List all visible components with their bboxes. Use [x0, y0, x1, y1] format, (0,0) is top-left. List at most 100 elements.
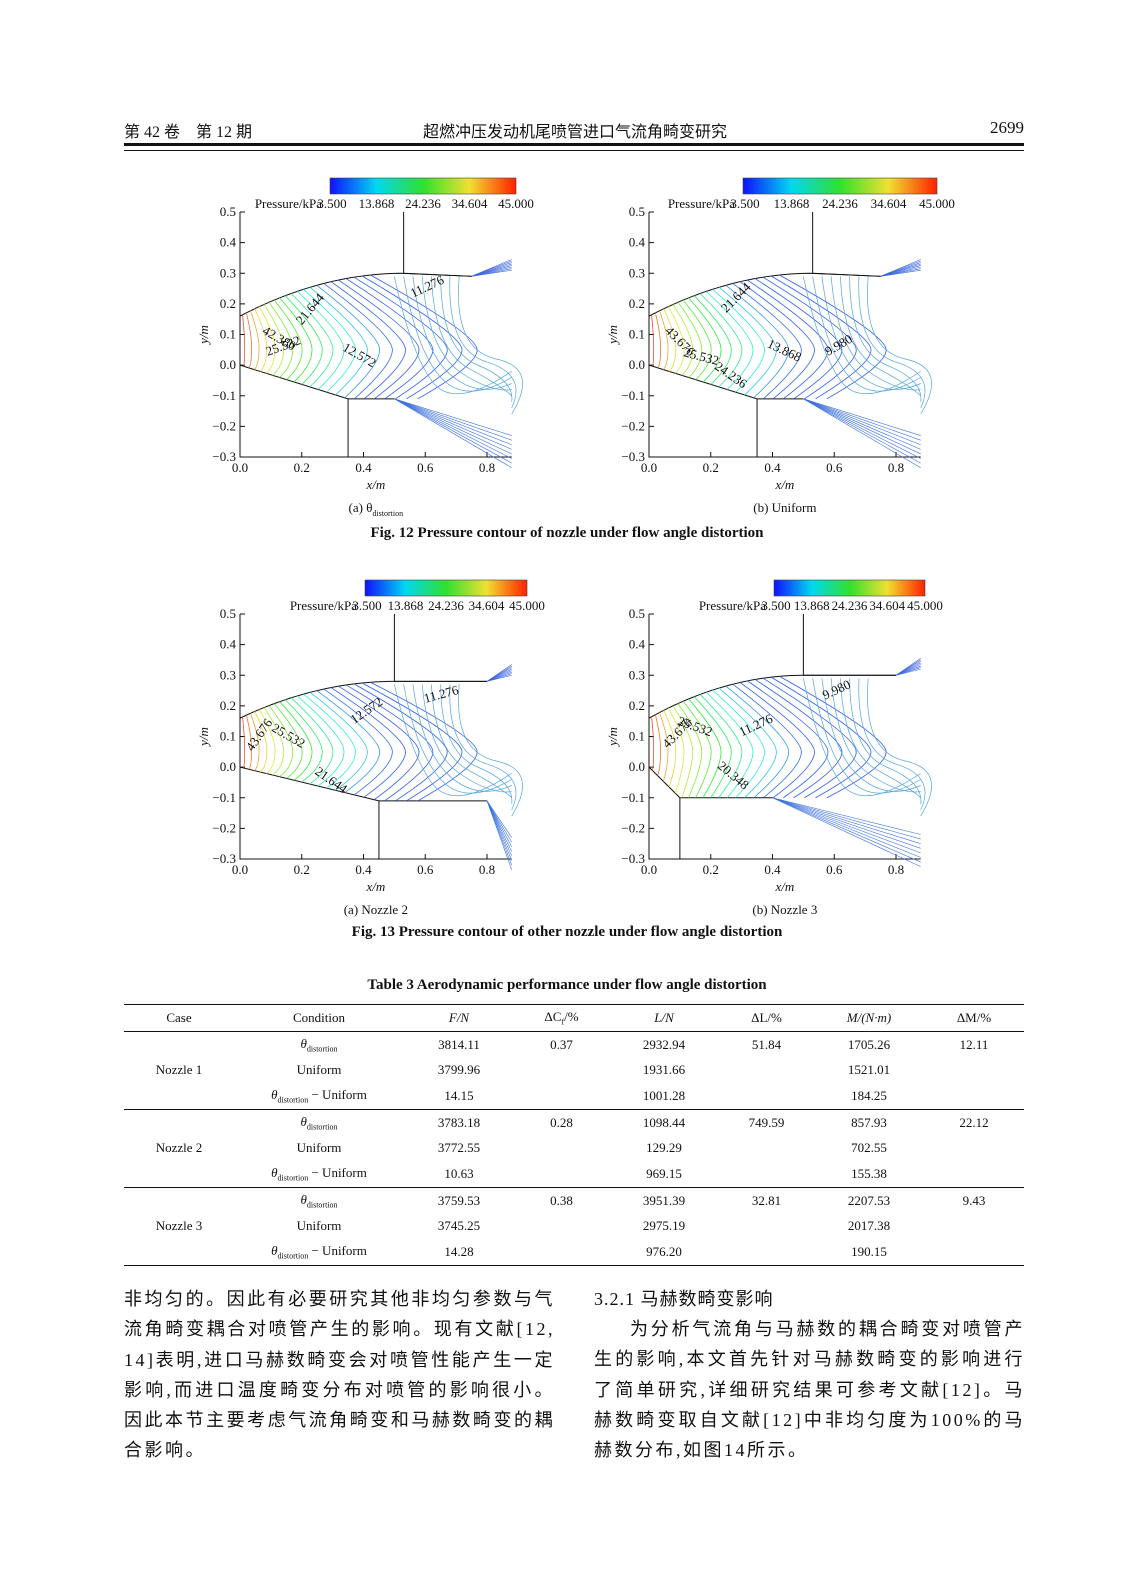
nozzle-wall: [239, 766, 487, 859]
x-tick-label: 0.6: [417, 460, 434, 475]
y-tick-label: 0.2: [629, 296, 645, 311]
table-cell: 2975.19: [642, 1218, 686, 1234]
x-tick-label: 0.2: [703, 460, 719, 475]
column-header: ΔM/%: [956, 1009, 992, 1025]
table-cell: 51.84: [751, 1036, 782, 1052]
text-run: distortion: [277, 1095, 309, 1105]
contour-label: 12.572: [340, 339, 378, 370]
y-tick-label: 0.5: [220, 204, 236, 219]
y-tick-label: 0.1: [629, 729, 645, 744]
x-tick-label: 0.0: [641, 460, 657, 475]
table-cell: 3783.18: [437, 1114, 481, 1130]
y-tick-label: 0.2: [220, 698, 236, 713]
text-run: distortion: [306, 1122, 338, 1132]
nozzle-wall: [648, 272, 881, 317]
contour-line: [849, 678, 922, 804]
table-cell: 3759.53: [437, 1192, 481, 1208]
column-header: F/N: [448, 1009, 470, 1025]
contour-line: [655, 714, 662, 776]
contour-line: [242, 716, 246, 769]
contour-line: [725, 685, 790, 799]
issue: 第 12 期: [196, 124, 253, 141]
contour-line: [672, 705, 694, 798]
section-heading: 3.2.1 马赫数畸变影响: [594, 1289, 774, 1309]
contour-line: [821, 678, 921, 792]
table-row: θdistortion − Uniform 14.15 1001.28 184.25: [124, 1083, 1024, 1110]
table-cell: [924, 1161, 1024, 1187]
table-cell: 857.93: [851, 1114, 887, 1130]
table-cell: 14.28: [444, 1244, 474, 1260]
paragraph: 为分析气流角与马赫数的耦合畸变对喷管产生的影响,本文首先针对马赫数畸变的影响进行…: [594, 1319, 1025, 1461]
legend-title: Pressure/kPa: [255, 196, 322, 211]
contour-line: [421, 276, 512, 391]
table-cell: [924, 1135, 1024, 1161]
contour-line: [849, 276, 922, 402]
column-header: Case: [166, 1009, 192, 1025]
x-tick-label: 0.8: [479, 862, 495, 877]
legend-title: Pressure/kPa: [699, 598, 766, 613]
contour-line: [412, 684, 512, 792]
figure-caption: Fig. 12 Pressure contour of nozzle under…: [370, 525, 764, 541]
table-cell: [514, 1214, 609, 1240]
legend-tick-label: 34.604: [871, 196, 907, 211]
contour-line: [279, 297, 313, 383]
page-number: 2699: [990, 118, 1024, 137]
text-run: θ: [300, 1191, 307, 1207]
table-cell: 969.15: [646, 1165, 682, 1181]
contour-line: [651, 314, 655, 367]
contour-line: [688, 297, 722, 383]
table-cell: [514, 1161, 609, 1187]
table-cell: Uniform: [296, 1062, 342, 1078]
table-cell: [514, 1135, 609, 1161]
legend-tick-label: 34.604: [452, 196, 488, 211]
running-title: 超燃冲压发动机尾喷管进口气流角畸变研究: [422, 124, 727, 141]
x-tick-label: 0.2: [294, 862, 310, 877]
contour-line: [699, 293, 743, 388]
y-tick-label: 0.3: [220, 265, 236, 280]
y-tick-label: −0.2: [212, 820, 236, 835]
column-header: ΔCf/%: [514, 1005, 609, 1032]
table-cell: θdistortion: [234, 1109, 404, 1135]
table-cell: θdistortion − Uniform: [234, 1239, 404, 1265]
text-run: distortion: [277, 1251, 309, 1261]
table-cell: 190.15: [851, 1244, 887, 1260]
plume-line: [803, 398, 921, 459]
legend-tick-label: 3.500: [352, 598, 381, 613]
contour-line: [316, 285, 381, 399]
contour-line: [345, 278, 434, 400]
plume-line: [486, 800, 512, 852]
y-axis-label: y/m: [196, 325, 211, 346]
contour-line: [867, 276, 932, 415]
x-tick-label: 0.2: [294, 460, 310, 475]
contour-line: [659, 310, 669, 370]
table-cell: 2932.94: [642, 1036, 686, 1052]
y-tick-label: −0.1: [621, 790, 645, 805]
table-cell: 3814.11: [438, 1036, 480, 1052]
contour-label: 20.348: [715, 758, 752, 792]
table-cell: [514, 1057, 609, 1083]
panel-label: (a) θdistortion: [349, 500, 404, 518]
table-cell: 1705.26: [847, 1036, 891, 1052]
contour-line: [279, 701, 313, 781]
contour-line: [830, 678, 921, 793]
contour-line: [370, 681, 478, 802]
table-cell: [924, 1083, 1024, 1109]
y-axis-label: y/m: [196, 727, 211, 748]
contour-line: [693, 295, 732, 385]
x-tick-label: 0.4: [764, 460, 781, 475]
y-tick-label: −0.2: [621, 418, 645, 433]
table-cell: [719, 1161, 814, 1187]
contour-line: [677, 703, 703, 798]
volume: 第 42 卷: [124, 124, 181, 141]
contour-label: 11.276: [408, 272, 447, 301]
y-tick-label: 0.0: [629, 759, 645, 774]
x-tick-label: 0.8: [888, 460, 904, 475]
y-tick-label: 0.0: [220, 759, 236, 774]
contour-line: [323, 283, 393, 400]
table-row: Nozzle 3 θdistortion 3759.53 0.38 3951.39 32.…: [124, 1187, 1024, 1233]
contour-line: [440, 276, 513, 402]
contour-line: [250, 310, 260, 370]
text-run: θ: [300, 1035, 307, 1051]
table-cell: Uniform: [296, 1218, 342, 1234]
table-cell: Uniform: [296, 1140, 342, 1156]
